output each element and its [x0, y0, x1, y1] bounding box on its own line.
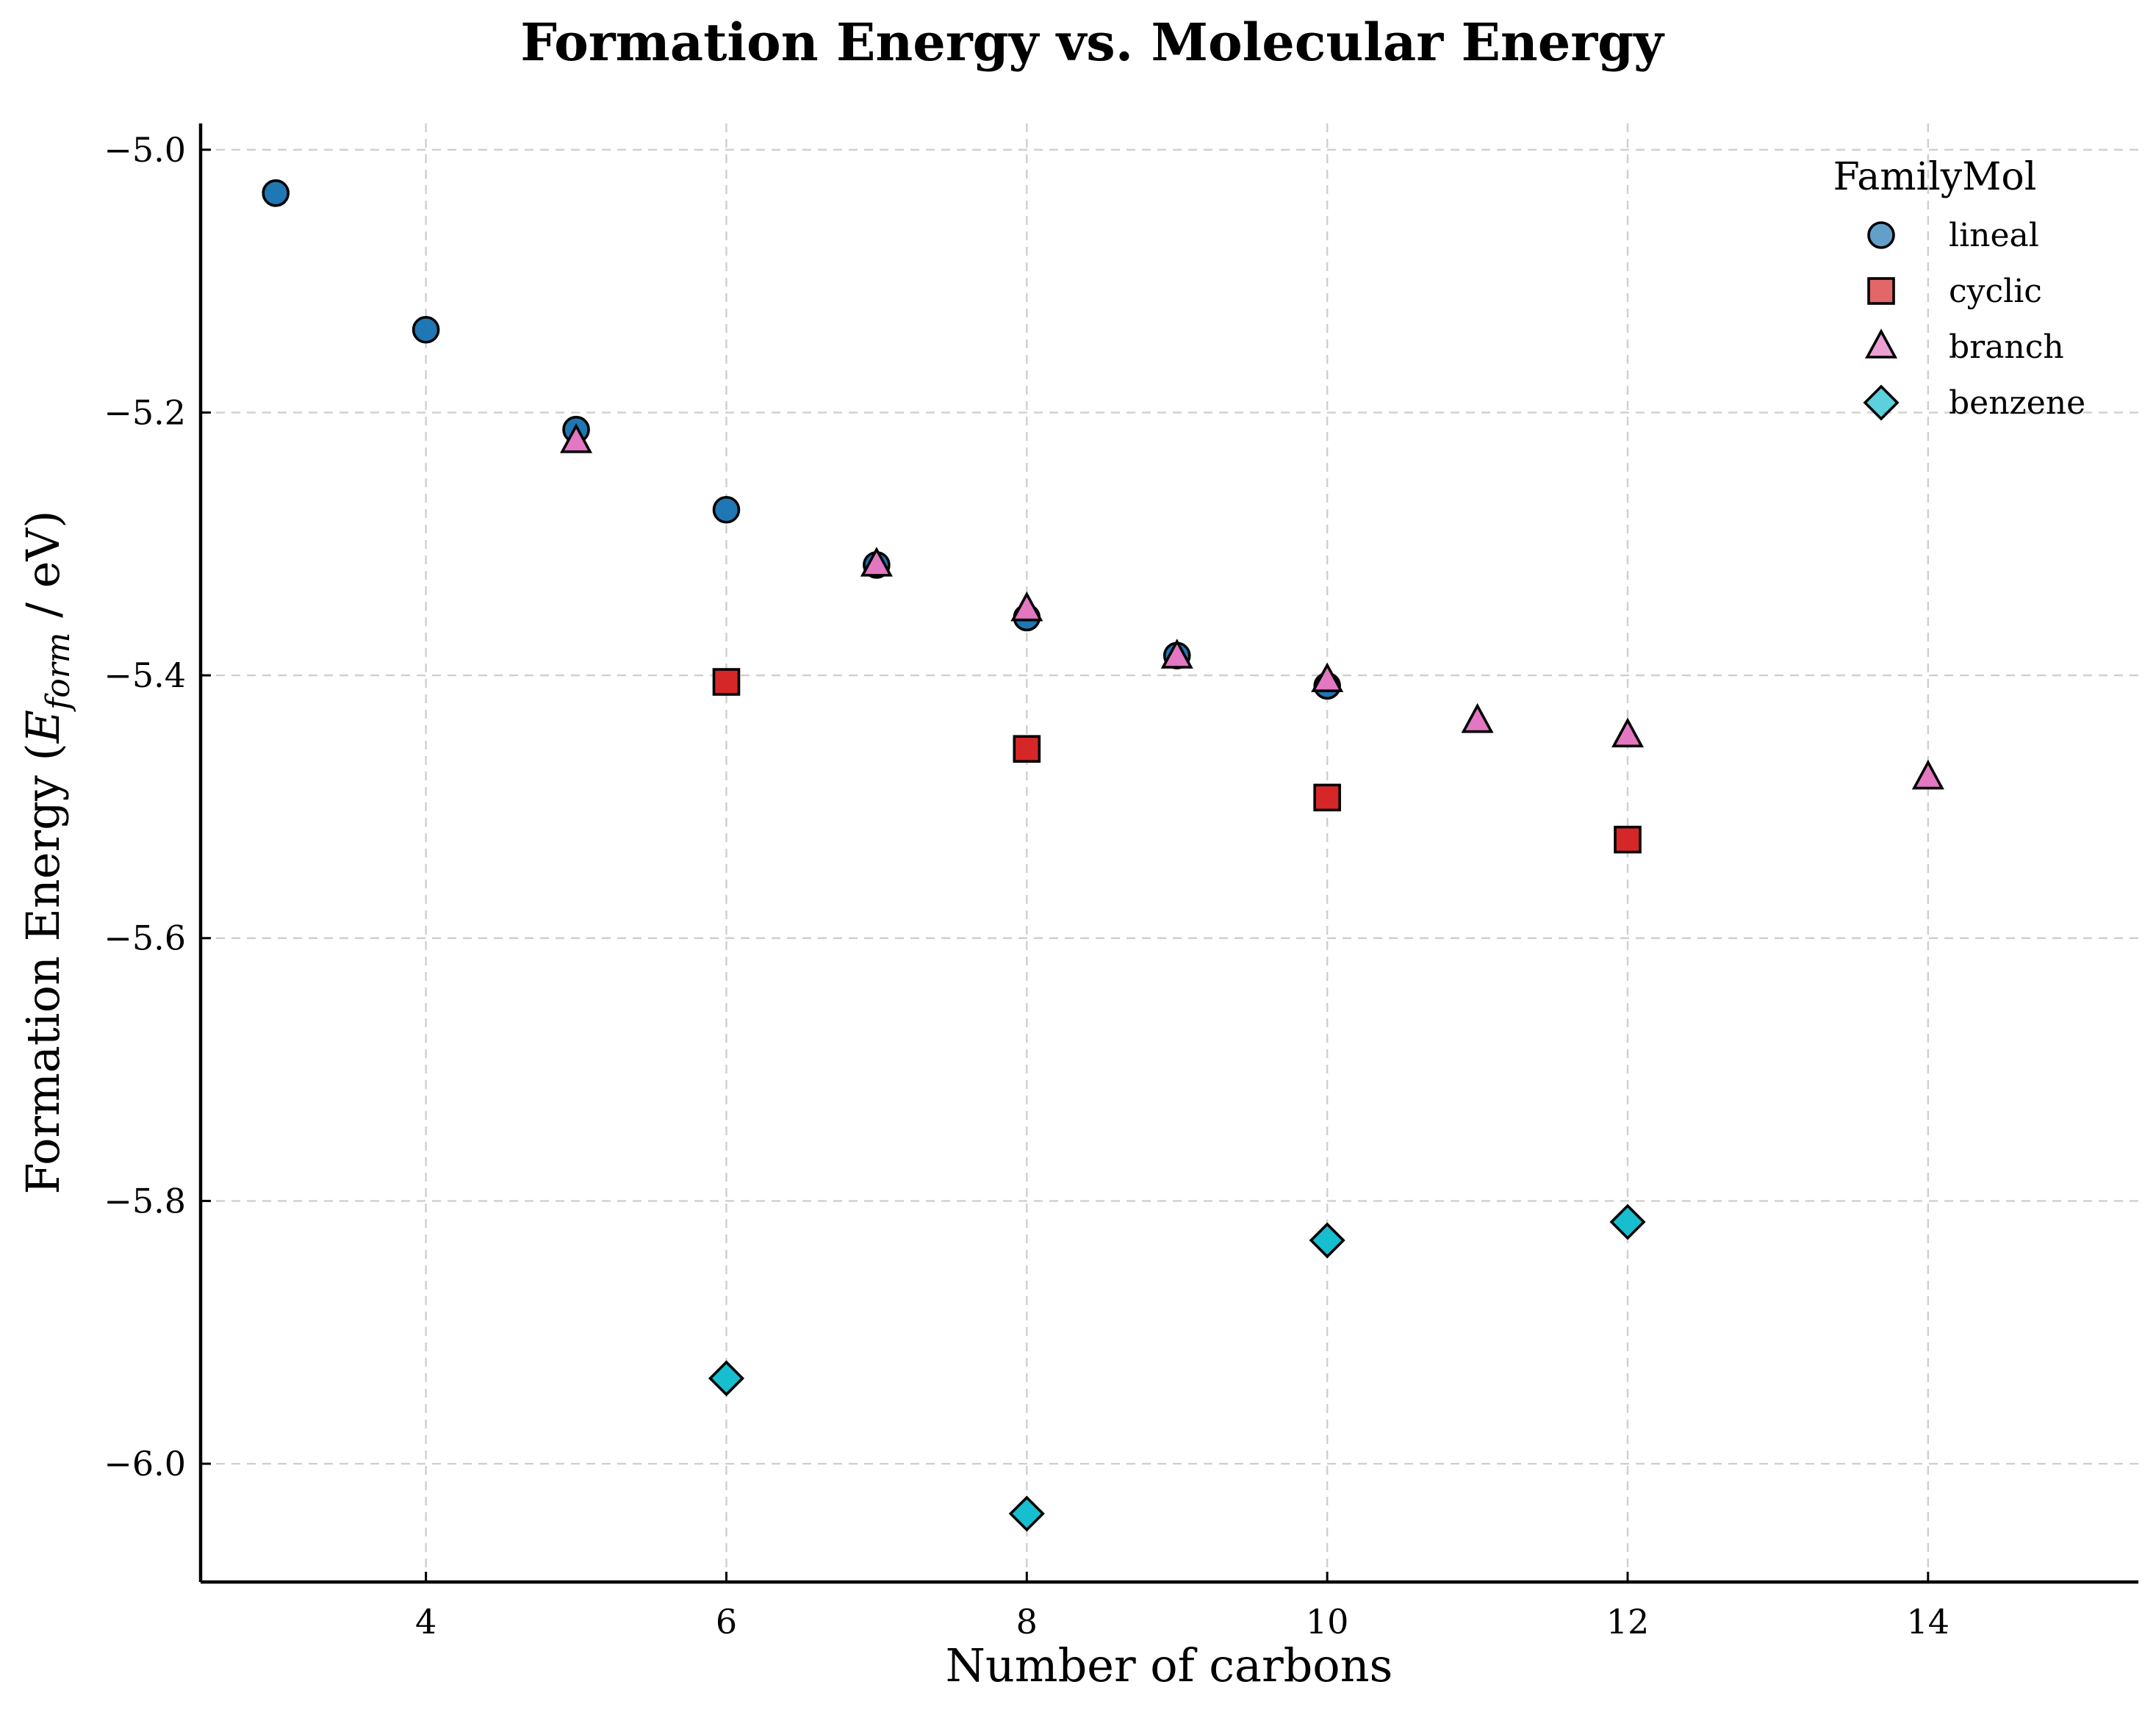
- x-axis-label: Number of carbons: [946, 1639, 1393, 1692]
- legend-label-benzene: benzene: [1949, 384, 2085, 422]
- y-tick-label: −5.2: [104, 392, 186, 432]
- cyclic-point: [1315, 785, 1340, 810]
- legend-item-cyclic: cyclic: [1869, 273, 2042, 310]
- y-tick-label: −5.4: [104, 655, 186, 695]
- chart-title: Formation Energy vs. Molecular Energy: [520, 12, 1665, 73]
- x-tick-label: 12: [1606, 1602, 1650, 1642]
- x-tick-label: 10: [1306, 1602, 1349, 1642]
- lineal-point: [263, 181, 288, 206]
- cyclic-point: [1615, 827, 1640, 852]
- cyclic-point: [1014, 736, 1039, 761]
- x-tick-label: 8: [1016, 1602, 1038, 1642]
- y-tick-label: −5.8: [104, 1181, 186, 1220]
- legend-marker-lineal: [1869, 223, 1894, 248]
- y-axis-label-symbol: E: [16, 710, 70, 744]
- lineal-point: [414, 317, 439, 342]
- y-axis-label-suffix: / eV): [16, 511, 70, 633]
- y-axis-label-prefix: Formation Energy (: [16, 743, 70, 1194]
- legend-label-cyclic: cyclic: [1949, 273, 2042, 310]
- y-tick-label: −6.0: [104, 1444, 186, 1484]
- cyclic-point: [714, 669, 739, 694]
- y-tick-label: −5.0: [104, 130, 186, 170]
- x-tick-label: 6: [716, 1602, 737, 1642]
- legend-label-lineal: lineal: [1949, 217, 2039, 254]
- legend-title: FamilyMol: [1833, 155, 2037, 199]
- y-tick-label: −5.6: [104, 918, 186, 958]
- x-tick-label: 4: [415, 1602, 436, 1642]
- legend-marker-cyclic: [1869, 278, 1894, 303]
- y-axis-label: Formation Energy (Eform / eV): [16, 511, 77, 1195]
- x-tick-label: 14: [1907, 1602, 1950, 1642]
- y-axis-label-subscript: form: [40, 632, 77, 712]
- lineal-point: [714, 497, 739, 522]
- legend-label-branch: branch: [1949, 328, 2064, 366]
